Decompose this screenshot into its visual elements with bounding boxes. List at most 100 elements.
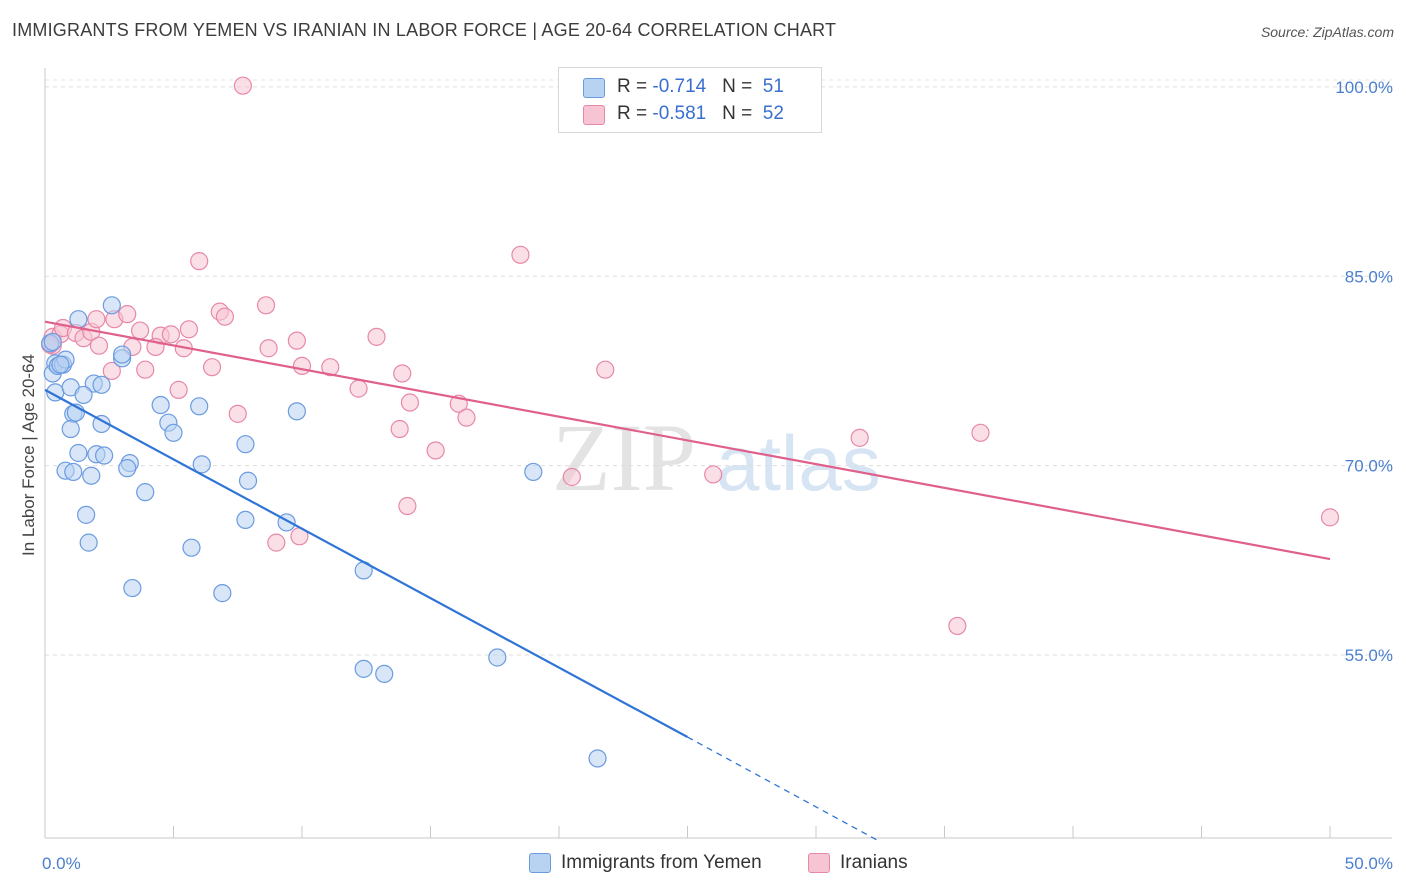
bottom-legend-label-iranians: Iranians [840,852,908,873]
scatter-point [390,419,409,439]
scatter-point [74,385,93,405]
scatter-point [259,339,278,358]
scatter-point [136,483,155,502]
legend-r-label: R = [617,76,653,97]
scatter-point [192,455,211,474]
chart-title: IMMIGRANTS FROM YEMEN VS IRANIAN IN LABO… [12,20,837,40]
scatter-point [190,397,209,416]
scatter-point [161,325,181,344]
scatter-point [51,355,70,374]
scatter-point [524,462,543,482]
scatter-point [400,393,420,412]
scatter-point [136,360,155,379]
scatter-point [596,360,615,379]
scatter-point [118,305,137,324]
scatter-point [292,356,312,376]
source-label: Source: ZipAtlas.com [1260,24,1394,40]
scatter-point [202,358,222,377]
scatter-point [77,505,96,524]
bottom-legend-swatch-iranians [808,853,830,873]
scatter-point [287,331,306,350]
scatter-point [1320,508,1340,527]
legend-r-label: R = [617,103,653,124]
scatter-point [92,375,111,394]
y-axis-label: In Labor Force | Age 20-64 [19,354,38,556]
gridlines [45,79,1392,656]
x-tick-label-max: 50.0% [1345,854,1393,873]
legend-n-value: 52 [762,103,784,124]
scatter-point [238,471,258,490]
scatter-point [236,510,255,530]
legend-n-value: 51 [762,76,784,97]
scatter-point [256,296,276,315]
scatter-point [79,533,98,552]
scatter-point [61,419,80,439]
scatter-point [398,496,417,516]
scatter-point [367,327,386,346]
iranians-trend-line [44,320,1331,561]
scatter-point [118,459,137,478]
scatter-point [112,345,132,364]
y-tick-label: 55.0% [1345,646,1393,665]
legend-stats-yemen: R = -0.714 N = 51 [617,76,784,98]
scatter-point [123,578,142,598]
trend-lines [44,320,1331,843]
scatter-point [182,538,201,557]
scatter-point [102,296,121,315]
yemen-trend-line [44,388,689,738]
scatter-point [321,358,340,377]
scatter-point [69,443,88,463]
scatter-point [375,664,394,684]
scatter-point [971,423,990,442]
scatter-point [236,435,255,454]
scatter-point [704,465,723,484]
x-tick-label-min: 0.0% [42,854,81,873]
scatter-point [488,648,507,667]
yemen-trend-extension [687,736,881,843]
bottom-legend-label-yemen: Immigrants from Yemen [561,852,762,873]
scatter-point [130,321,150,340]
correlation-legend: R = -0.714 N = 51 R = -0.581 N = 52 [558,67,822,133]
yemen-points [41,296,607,768]
scatter-point [213,584,232,603]
scatter-point [64,462,83,482]
scatter-point [354,659,373,678]
legend-stats-iranians: R = -0.581 N = 52 [617,103,784,125]
scatter-point [948,616,967,636]
watermark-zip: ZIP [552,404,696,511]
legend-n-label: N = [722,103,758,124]
scatter-point [179,320,199,339]
scatter-point [393,364,412,383]
scatter-point [588,749,607,768]
scatter-point [89,336,109,355]
scatter-point [190,252,209,271]
legend-r-value: -0.714 [652,76,707,97]
scatter-point [233,76,252,95]
watermark: ZIP atlas [552,404,881,511]
y-tick-label: 70.0% [1345,457,1393,476]
tick-labels: 55.0% 70.0% 85.0% 100.0% 0.0% 50.0% [42,78,1393,873]
scatter-point [102,361,121,381]
scatter-point [287,402,306,421]
bottom-legend-swatch-yemen [529,853,551,873]
legend-swatch-yemen [583,78,605,98]
scatter-point [426,441,445,460]
scatter-point [95,446,114,465]
scatter-point [562,467,581,487]
scatter-point [511,245,530,264]
scatter-point [43,332,62,352]
scatter-point [164,423,183,442]
scatter-point [69,310,88,329]
scatter-point [169,380,188,399]
legend-n-label: N = [722,76,758,97]
scatter-point [82,466,101,485]
iranians-points [41,76,1340,636]
scatter-point [151,395,170,415]
scatter-point [267,533,286,552]
scatter-point [349,379,368,398]
scatter-point [850,428,869,447]
legend-r-value: -0.581 [652,103,707,124]
scatter-point [457,408,476,427]
y-tick-label: 85.0% [1345,267,1393,286]
axes [44,68,1392,839]
